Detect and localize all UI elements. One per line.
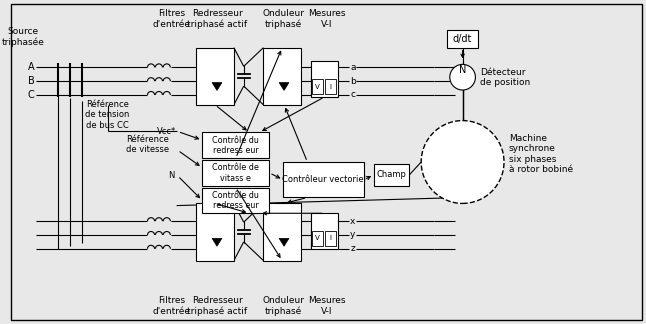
Bar [312,79,322,94]
Text: Filtres
d'entrée: Filtres d'entrée [152,296,191,316]
Circle shape [421,121,504,203]
Polygon shape [279,238,289,246]
Bar [283,162,364,198]
Bar [311,213,339,249]
Text: Redresseur
triphasé actif: Redresseur triphasé actif [187,9,247,29]
Bar [196,48,234,105]
Text: Filtres
d'entrée: Filtres d'entrée [152,9,191,29]
Bar [325,79,336,94]
Text: N: N [169,171,174,180]
Text: Contrôleur vectoriel: Contrôleur vectoriel [282,175,366,184]
Text: Redresseur
triphasé actif: Redresseur triphasé actif [187,296,247,316]
Text: b: b [350,77,356,86]
Text: Référence
de vitesse: Référence de vitesse [125,134,169,154]
Text: I: I [329,84,331,90]
Text: C: C [28,90,35,100]
Text: Contrôle du
redress eur: Contrôle du redress eur [213,191,259,210]
Bar [202,133,269,158]
Text: Onduleur
triphasé: Onduleur triphasé [262,296,304,316]
Bar [202,160,269,186]
Text: I: I [329,236,331,241]
Text: a: a [350,63,356,72]
Bar [312,231,322,246]
Text: x: x [350,217,355,226]
Text: Contrôle du
redress eur: Contrôle du redress eur [213,135,259,155]
Text: B: B [28,76,35,86]
Text: Champ: Champ [377,170,406,179]
Text: V: V [315,236,320,241]
Bar [325,231,336,246]
Text: N: N [459,65,466,75]
Polygon shape [212,83,222,90]
Text: V: V [315,84,320,90]
Text: Détecteur
de position: Détecteur de position [481,67,530,87]
Text: c: c [350,90,355,99]
Text: Référence
de tension
de bus CC: Référence de tension de bus CC [85,100,130,130]
Text: Vcc*: Vcc* [158,127,176,136]
Text: Machine
synchrone
six phases
à rotor bobiné: Machine synchrone six phases à rotor bob… [509,134,573,174]
Bar [447,30,479,48]
Text: z: z [350,244,355,253]
Bar [311,62,339,97]
Circle shape [450,64,475,90]
Text: Contrôle de
vitass e: Contrôle de vitass e [213,163,259,182]
Text: Source
triphasée: Source triphasée [1,27,45,47]
Bar [264,203,301,260]
Text: Mesures
V-I: Mesures V-I [307,296,345,316]
Polygon shape [279,83,289,90]
Text: d/dt: d/dt [453,34,472,44]
Bar [264,48,301,105]
Polygon shape [212,238,222,246]
Bar [196,203,234,260]
Bar [202,188,269,213]
Text: A: A [28,62,35,72]
Bar [374,164,410,186]
Text: Mesures
V-I: Mesures V-I [307,9,345,29]
Text: y: y [350,230,355,239]
Text: Onduleur
triphasé: Onduleur triphasé [262,9,304,29]
